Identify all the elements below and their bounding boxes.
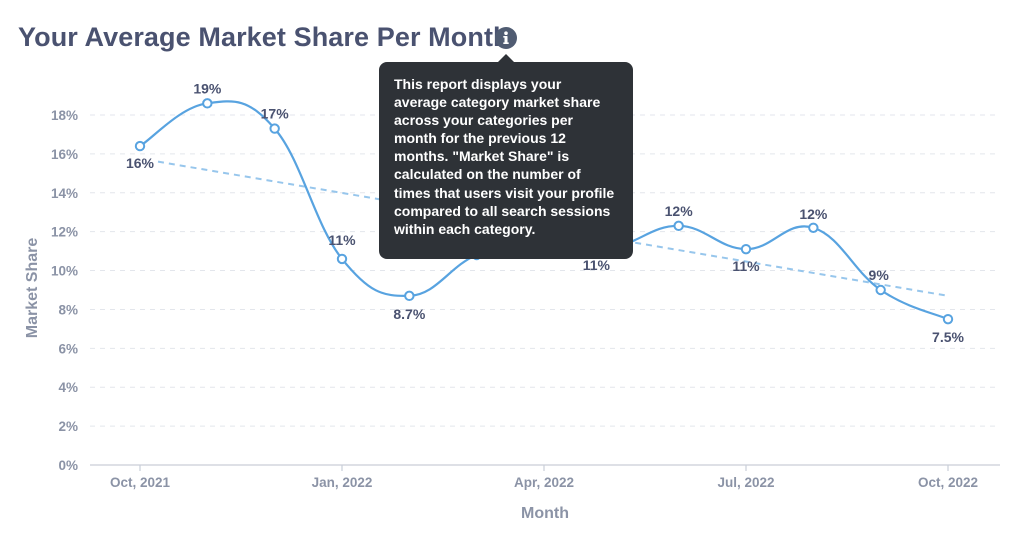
info-circle-icon[interactable] — [495, 27, 517, 49]
data-point[interactable] — [673, 220, 684, 232]
data-label: 16% — [126, 155, 155, 171]
x-tick-label: Jan, 2022 — [312, 475, 373, 490]
y-tick-label: 14% — [51, 186, 78, 201]
y-tick-label: 8% — [58, 302, 78, 317]
x-tick-label: Jul, 2022 — [717, 475, 774, 490]
x-tick-label: Oct, 2021 — [110, 475, 171, 490]
y-tick-label: 6% — [58, 341, 78, 356]
y-tick-label: 0% — [58, 458, 78, 473]
tooltip-caret — [497, 54, 515, 63]
x-axis-title: Month — [521, 505, 569, 522]
data-label: 11% — [583, 257, 611, 273]
data-label: 9% — [869, 267, 890, 283]
y-tick-label: 2% — [58, 419, 78, 434]
data-label: 12% — [665, 203, 694, 219]
data-point[interactable] — [740, 243, 752, 255]
data-label: 12% — [799, 206, 828, 222]
data-point[interactable] — [134, 140, 146, 152]
page-title: Your Average Market Share Per Month — [18, 22, 510, 52]
data-point[interactable] — [808, 222, 819, 233]
x-tick-label: Apr, 2022 — [514, 475, 574, 490]
data-point[interactable] — [269, 123, 280, 134]
x-tick-label: Oct, 2022 — [918, 475, 978, 490]
y-tick-label: 12% — [51, 225, 78, 240]
data-point[interactable] — [202, 98, 213, 109]
data-point[interactable] — [404, 290, 415, 302]
data-label: 11% — [732, 258, 760, 274]
data-label: 7.5% — [932, 329, 964, 345]
data-label: 17% — [261, 106, 290, 122]
y-axis-title: Market Share — [24, 238, 41, 339]
y-tick-label: 4% — [58, 380, 78, 395]
info-tooltip: This report displays your average catego… — [379, 62, 633, 259]
y-tick-label: 10% — [51, 264, 78, 279]
data-point[interactable] — [875, 284, 886, 296]
data-point[interactable] — [336, 253, 348, 265]
y-tick-label: 18% — [51, 108, 78, 123]
data-label: 19% — [193, 80, 222, 96]
data-label: 8.7% — [393, 306, 425, 322]
y-tick-label: 16% — [51, 147, 78, 162]
data-point[interactable] — [942, 313, 954, 325]
data-label: 11% — [328, 232, 356, 248]
